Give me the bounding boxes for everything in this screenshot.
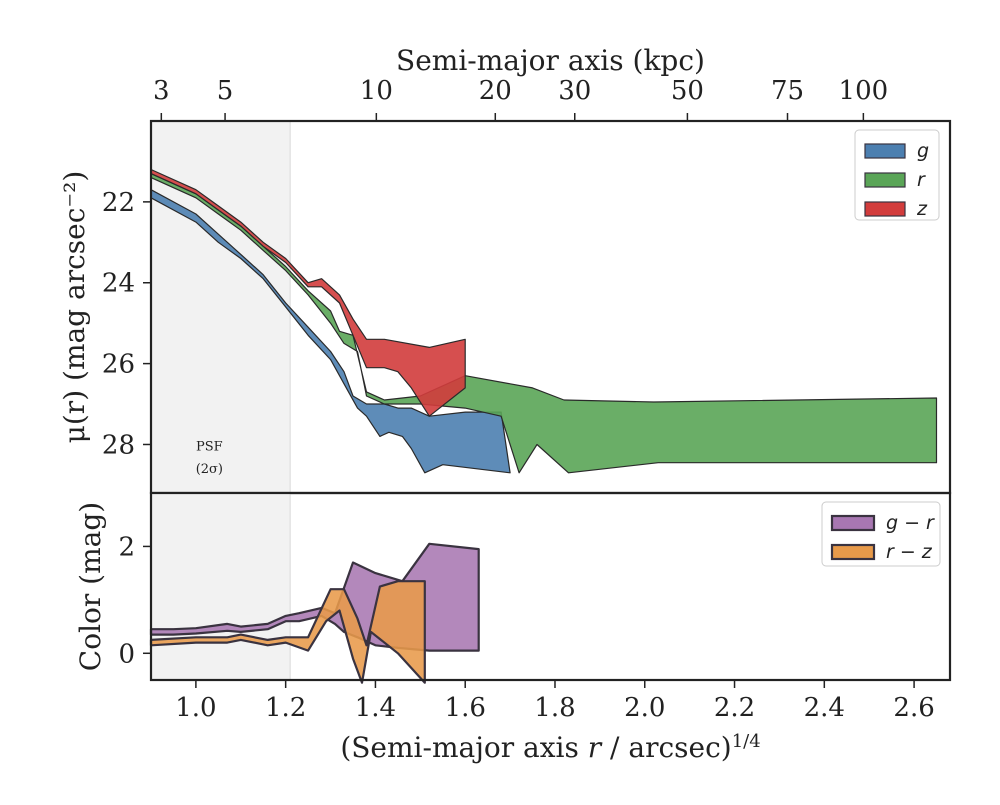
color-legend: g − r r − z <box>821 501 941 567</box>
y-tick-label: 26 <box>102 350 135 380</box>
y-tick-label: 28 <box>102 430 135 460</box>
x-tick-label: 1.8 <box>534 693 575 723</box>
series-band-r <box>150 173 938 474</box>
kpc-tick-label: 75 <box>771 76 804 106</box>
color-axis-label: Color (mag) <box>74 502 107 671</box>
surface-brightness-series <box>150 168 938 474</box>
surface-brightness-legend: grz <box>854 129 940 221</box>
color-panel: 02 1.0 1.2 1.4 1.6 1.8 2.0 2.2 2.4 2.6 (Semi-maj… <box>74 491 952 765</box>
x-tick-label: 1.0 <box>175 693 216 723</box>
kpc-axis-label: Semi-major axis (kpc) <box>396 44 705 77</box>
psf-label-line2: (2σ) <box>196 462 223 477</box>
psf-region <box>151 121 291 493</box>
x-tick-label: 2.6 <box>893 693 934 723</box>
kpc-tick-label: 5 <box>217 76 234 106</box>
y-tick-label: 0 <box>118 639 135 669</box>
kpc-tick-label: 100 <box>839 76 889 106</box>
legend-swatch-gr <box>830 514 876 532</box>
x-tick-label: 1.2 <box>265 693 306 723</box>
legend-label-gr: g − r <box>886 512 935 534</box>
y-tick-label: 24 <box>102 269 135 299</box>
psf-label-line1: PSF <box>196 440 223 455</box>
kpc-axis: 3 5 10 20 30 50 75 100 <box>153 76 888 121</box>
legend-label-z: z <box>916 198 928 220</box>
surface-brightness-axis-label: μ(r) (mag arcsec⁻²) <box>58 171 91 444</box>
bottom-panel-frame <box>149 491 952 682</box>
x-tick-label: 1.4 <box>355 693 396 723</box>
kpc-tick-label: 10 <box>360 76 393 106</box>
arcsec-x-axis: 1.0 1.2 1.4 1.6 1.8 2.0 2.2 2.4 2.6 <box>175 680 935 723</box>
legend-swatch-g <box>864 143 906 159</box>
kpc-tick-label: 30 <box>558 76 591 106</box>
x-tick-label: 2.0 <box>624 693 665 723</box>
legend-swatch-z <box>864 201 906 217</box>
x-tick-label: 2.4 <box>804 693 845 723</box>
kpc-tick-label: 50 <box>671 76 704 106</box>
surface-brightness-panel: PSF (2σ) 22 24 26 28 3 5 10 20 30 50 75 100 Semi-m… <box>58 44 952 495</box>
legend-swatch-r <box>864 172 906 188</box>
series-band-z <box>150 168 466 417</box>
legend-swatch-rz <box>830 543 876 561</box>
legend-label-r: r <box>917 169 926 191</box>
x-tick-label: 1.6 <box>445 693 486 723</box>
top-y-axis: 22 24 26 28 <box>102 188 151 460</box>
series-band-rz <box>149 580 426 684</box>
x-axis-label: (Semi-major axis r / arcsec)1/4 <box>340 731 760 765</box>
legend-label-g: g <box>917 140 929 162</box>
kpc-tick-label: 3 <box>153 76 170 106</box>
series-band-g <box>150 189 511 474</box>
legend-label-rz: r − z <box>886 541 933 563</box>
color-y-axis: 02 <box>118 532 151 669</box>
psf-region <box>151 493 291 680</box>
x-tick-label: 2.2 <box>714 693 755 723</box>
color-series <box>149 542 480 684</box>
y-tick-label: 22 <box>102 188 135 218</box>
kpc-tick-label: 20 <box>479 76 512 106</box>
y-tick-label: 2 <box>118 532 135 562</box>
